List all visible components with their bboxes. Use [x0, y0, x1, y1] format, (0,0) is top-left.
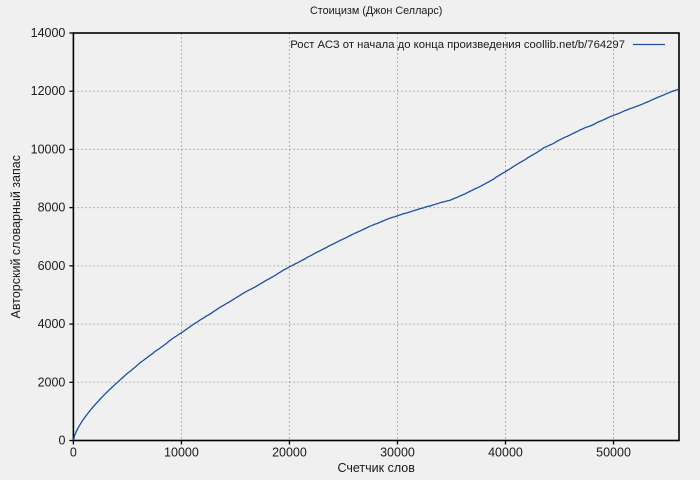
- svg-text:10000: 10000: [164, 446, 199, 460]
- svg-text:12000: 12000: [31, 84, 66, 98]
- svg-text:20000: 20000: [272, 446, 307, 460]
- svg-text:0: 0: [70, 446, 77, 460]
- svg-text:Счетчик слов: Счетчик слов: [338, 461, 416, 475]
- svg-text:8000: 8000: [38, 201, 66, 215]
- svg-text:10000: 10000: [31, 142, 66, 156]
- svg-text:2000: 2000: [38, 375, 66, 389]
- svg-text:14000: 14000: [31, 26, 66, 40]
- svg-text:Рост АСЗ от начала до конца пр: Рост АСЗ от начала до конца произведения…: [290, 39, 625, 51]
- svg-text:30000: 30000: [380, 446, 415, 460]
- svg-text:50000: 50000: [596, 446, 631, 460]
- svg-text:4000: 4000: [38, 317, 66, 331]
- svg-text:Стоицизм (Джон Селларс): Стоицизм (Джон Селларс): [310, 5, 442, 17]
- svg-text:6000: 6000: [38, 259, 66, 273]
- svg-text:0: 0: [58, 434, 65, 448]
- svg-text:Авторский словарный запас: Авторский словарный запас: [9, 155, 23, 318]
- svg-text:40000: 40000: [488, 446, 523, 460]
